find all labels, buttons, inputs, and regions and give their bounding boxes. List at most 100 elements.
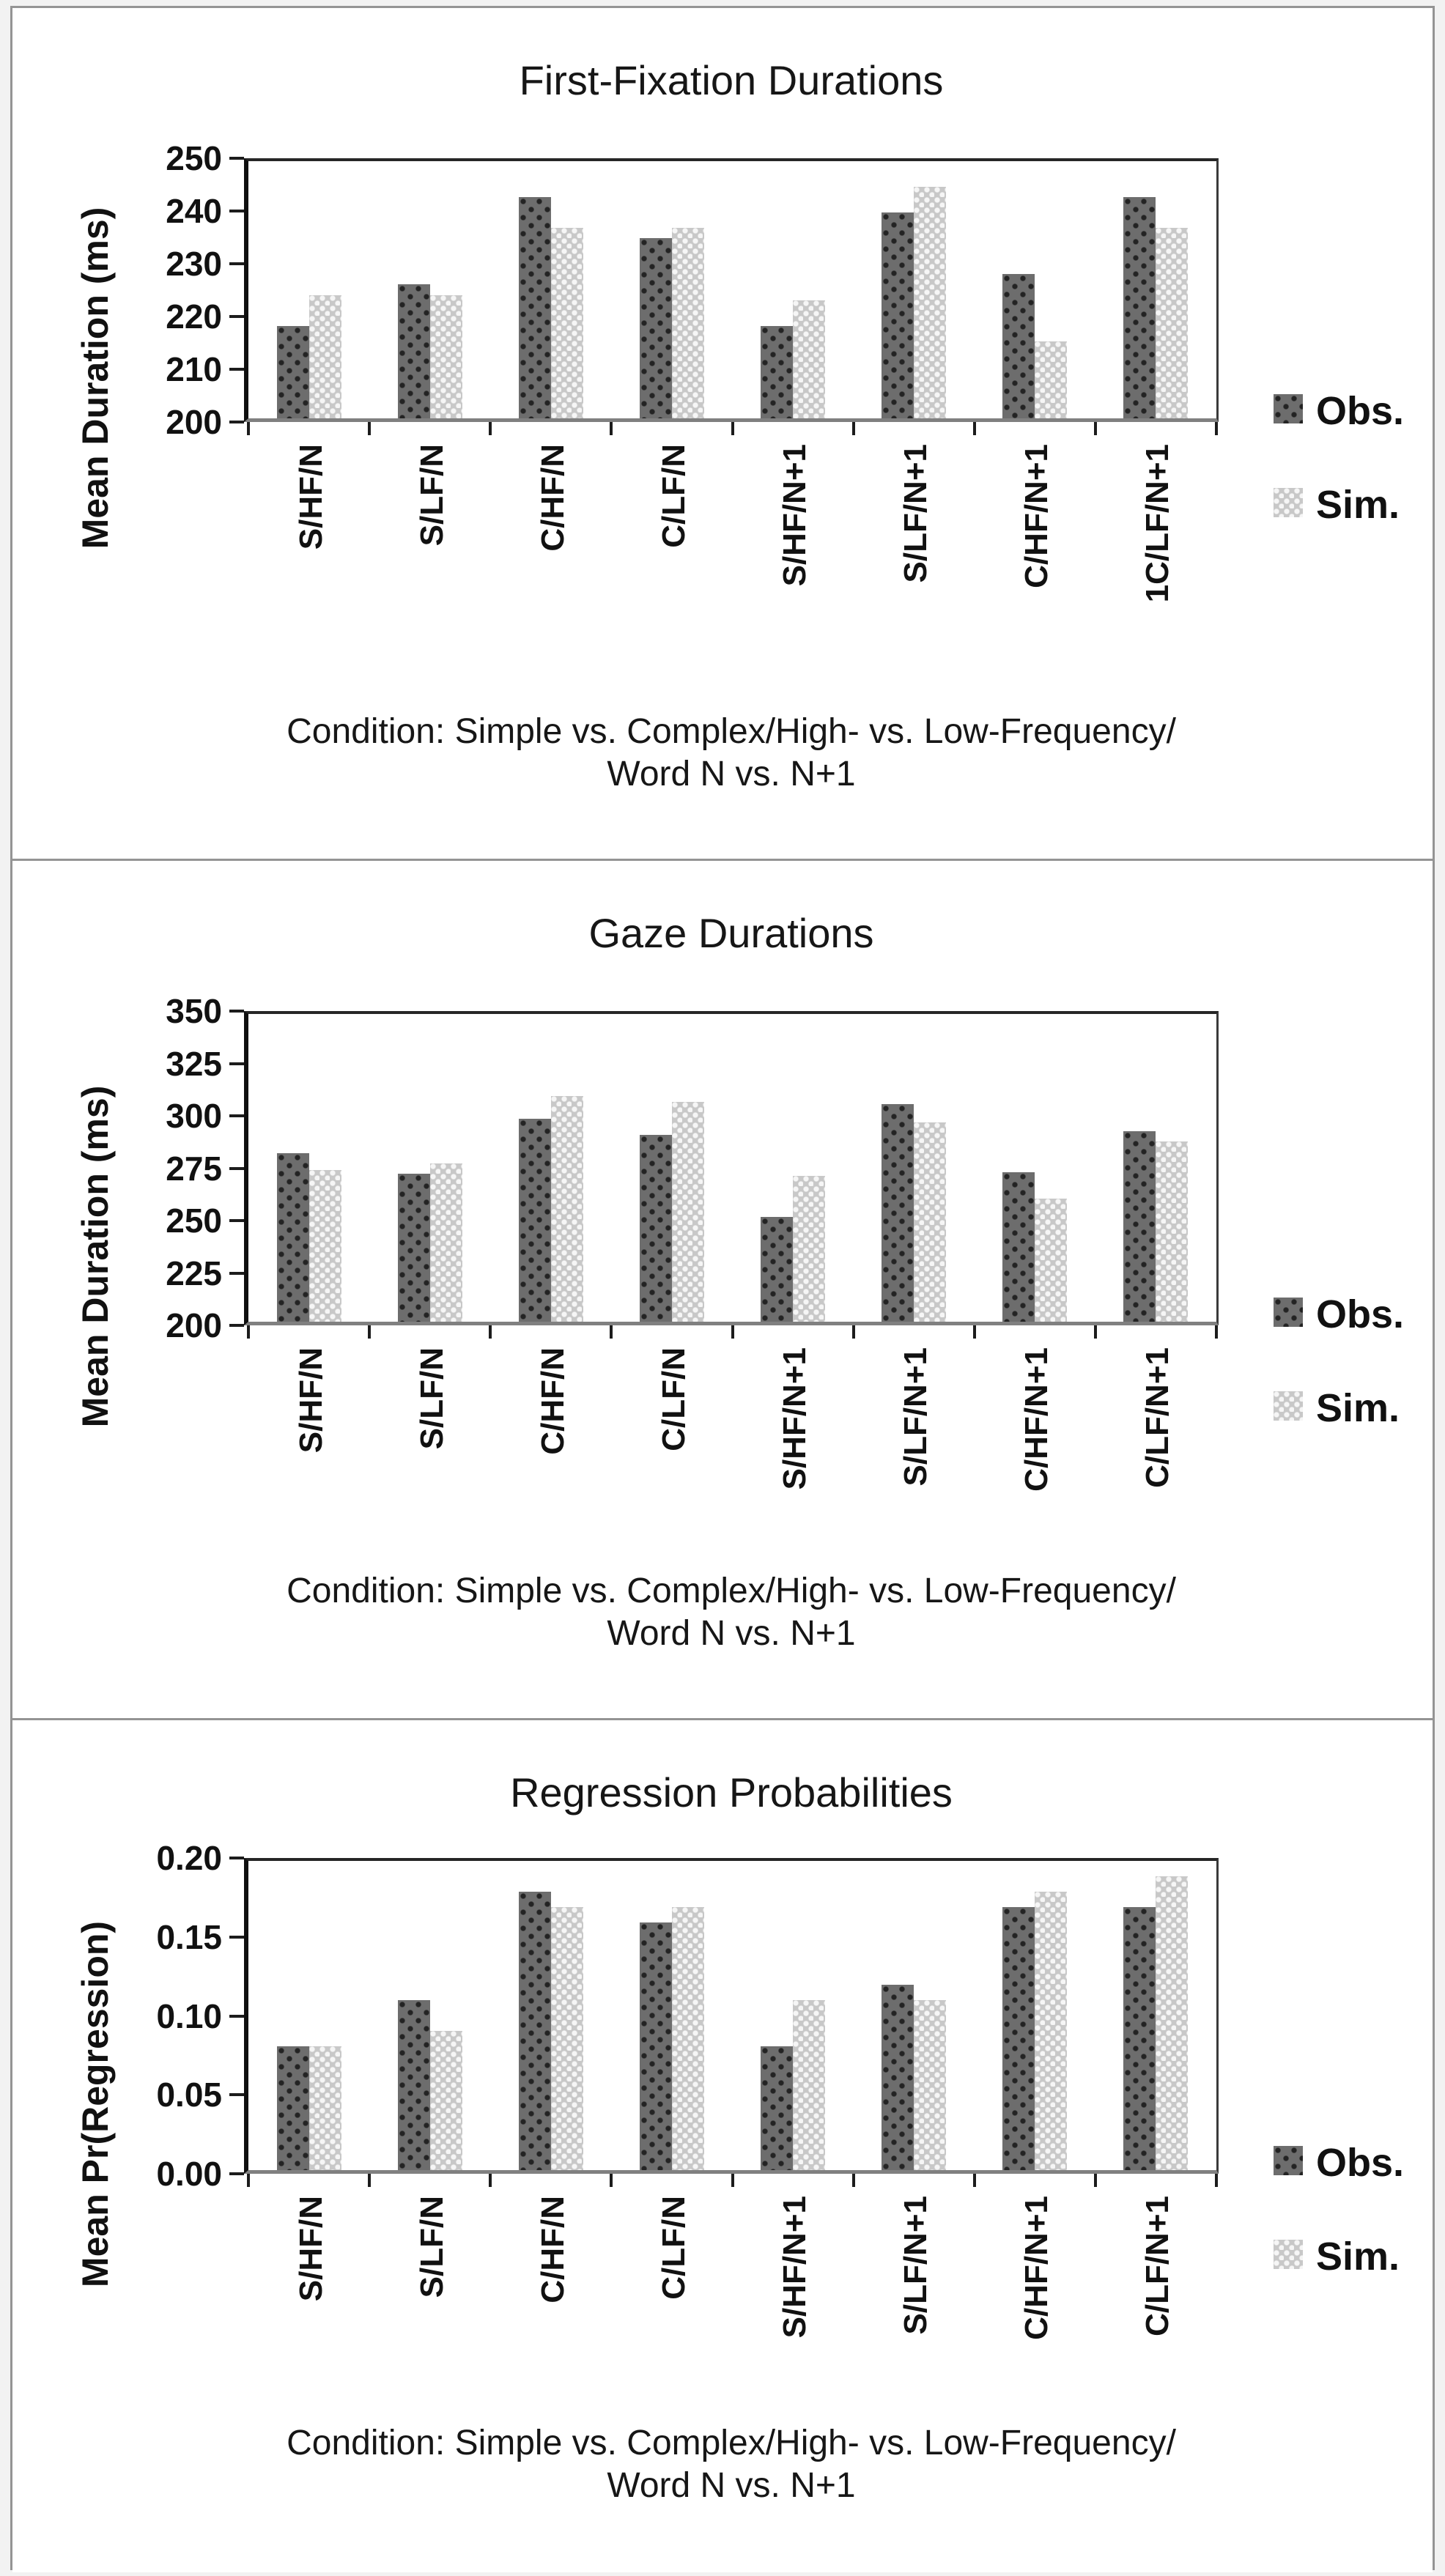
category-label: C/LF/N <box>655 2196 692 2300</box>
category-label: C/LF/N <box>655 1347 692 1451</box>
bar-sim <box>308 1169 341 1322</box>
bar-sim <box>793 1999 826 2170</box>
bar-obs <box>639 1135 672 1322</box>
x-tick-mark <box>731 1325 734 1339</box>
x-tick-mark <box>731 2174 734 2187</box>
category-label: S/LF/N+1 <box>898 2196 934 2335</box>
legend-marker-sim <box>1274 488 1303 517</box>
y-tick-label: 225 <box>166 1254 222 1292</box>
bar-sim <box>914 1999 947 2170</box>
bar-obs <box>761 2046 794 2170</box>
legend-label: Sim. <box>1316 2235 1400 2279</box>
y-tick-mark <box>229 210 244 212</box>
x-tick-mark <box>851 1325 855 1339</box>
y-tick-mark <box>229 1010 244 1013</box>
bar-obs <box>276 2046 309 2170</box>
chart-title: First-Fixation Durations <box>519 57 944 103</box>
y-tick-label: 250 <box>166 1202 222 1240</box>
category-label: S/LF/N <box>413 2196 450 2298</box>
category-label: C/LF/N <box>655 444 692 548</box>
x-tick-mark <box>489 1325 492 1339</box>
chart-title: Regression Probabilities <box>510 1769 953 1816</box>
bar-obs <box>1123 197 1156 418</box>
bar-obs <box>882 1104 914 1322</box>
bar-obs <box>1002 1907 1035 2170</box>
bar-obs <box>1123 1907 1156 2170</box>
bar-obs <box>1123 1130 1156 1322</box>
category-label: C/HF/N+1 <box>1019 444 1055 588</box>
y-tick-mark <box>229 1062 244 1065</box>
bar-obs <box>276 1153 309 1322</box>
chart-panel-3: Regression Probabilities Mean Pr(Regressi… <box>12 1720 1433 2572</box>
x-tick-mark <box>610 2174 613 2187</box>
legend-marker-obs <box>1274 2146 1303 2175</box>
bar-sim <box>308 2046 341 2170</box>
category-label: C/LF/N+1 <box>1139 2196 1176 2336</box>
figure: First-Fixation Durations Mean Duration (m… <box>10 6 1435 2572</box>
caption-line-1: Condition: Simple vs. Complex/High- vs. … <box>287 2424 1176 2462</box>
y-tick-label: 220 <box>166 297 222 336</box>
y-tick-mark <box>229 1857 244 1859</box>
category-label: 1C/LF/N+1 <box>1139 444 1176 603</box>
bar-obs <box>276 325 309 418</box>
x-tick-mark <box>247 1325 250 1339</box>
category-label: C/HF/N+1 <box>1019 1347 1055 1492</box>
x-tick-mark <box>489 422 492 435</box>
legend-marker-obs <box>1274 1298 1303 1327</box>
y-tick-label: 230 <box>166 245 222 283</box>
category-label: S/LF/N <box>413 444 450 547</box>
plot-area <box>244 1858 1219 2174</box>
category-label: S/LF/N+1 <box>898 1347 934 1487</box>
bar-sim <box>914 1122 947 1322</box>
x-tick-mark <box>851 422 855 435</box>
bar-sim <box>550 1096 583 1322</box>
x-tick-mark <box>851 2174 855 2187</box>
bar-obs <box>639 238 672 418</box>
y-tick-mark <box>229 262 244 265</box>
y-tick-mark <box>229 1166 244 1170</box>
y-tick-label: 0.00 <box>156 2155 222 2193</box>
chart-panel-2: Gaze Durations Mean Duration (ms) 350 325 30… <box>12 861 1433 1720</box>
x-tick-mark <box>368 2174 372 2187</box>
bar-sim <box>550 228 583 418</box>
x-tick-mark <box>610 1325 613 1339</box>
legend-marker-sim <box>1274 1391 1303 1421</box>
category-label: C/LF/N+1 <box>1139 1347 1176 1488</box>
y-tick-mark <box>229 1935 244 1939</box>
x-tick-mark <box>610 422 613 435</box>
y-tick-mark <box>229 1114 244 1117</box>
x-tick-mark <box>972 422 976 435</box>
x-tick-mark <box>368 1325 372 1339</box>
y-tick-mark <box>229 1324 244 1327</box>
bar-obs <box>518 197 551 418</box>
plot-area <box>244 158 1219 422</box>
y-tick-label: 210 <box>166 350 222 388</box>
bar-sim <box>1156 228 1189 418</box>
bar-obs <box>397 284 430 418</box>
y-tick-label: 350 <box>166 992 222 1030</box>
y-tick-label: 0.05 <box>156 2076 222 2114</box>
chart-panel-1: First-Fixation Durations Mean Duration (m… <box>12 8 1433 861</box>
x-tick-mark <box>489 2174 492 2187</box>
bar-sim <box>671 1102 704 1322</box>
x-tick-mark <box>972 1325 976 1339</box>
bar-obs <box>397 1999 430 2170</box>
bar-obs <box>397 1174 430 1322</box>
y-tick-label: 240 <box>166 192 222 230</box>
caption-line-2: Word N vs. N+1 <box>607 1614 856 1653</box>
caption-line-2: Word N vs. N+1 <box>607 755 856 793</box>
caption-line-1: Condition: Simple vs. Complex/High- vs. … <box>287 1572 1176 1610</box>
legend-label: Sim. <box>1316 483 1400 527</box>
x-tick-mark <box>1093 422 1097 435</box>
bar-obs <box>518 1892 551 2170</box>
bar-obs <box>882 212 914 418</box>
bar-sim <box>308 295 341 418</box>
bar-sim <box>914 187 947 418</box>
y-tick-mark <box>229 157 244 160</box>
x-tick-mark <box>972 2174 976 2187</box>
category-label: S/HF/N+1 <box>777 1347 813 1490</box>
bar-obs <box>761 325 794 418</box>
y-tick-mark <box>229 2172 244 2175</box>
plot-area <box>244 1011 1219 1325</box>
category-label: S/HF/N+1 <box>777 2196 813 2339</box>
